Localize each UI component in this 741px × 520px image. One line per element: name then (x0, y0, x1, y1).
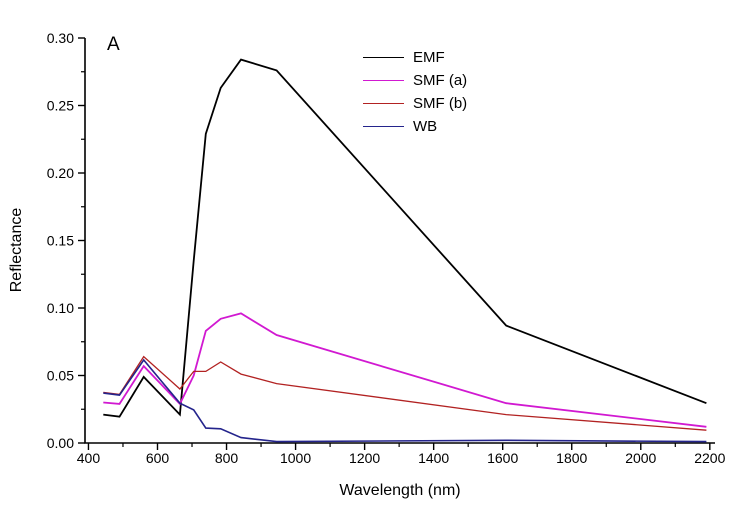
x-tick-label: 1800 (556, 450, 587, 466)
legend-item-wb: WB (363, 115, 467, 138)
legend-label-smf-b: SMF (b) (413, 95, 468, 112)
x-tick-label: 1000 (280, 450, 311, 466)
x-tick-label: 1600 (487, 450, 518, 466)
x-axis-title: Wavelength (nm) (339, 482, 461, 499)
x-tick-label: 2000 (625, 450, 656, 466)
x-tick-label: 600 (146, 450, 170, 466)
x-tick-label: 1400 (418, 450, 449, 466)
legend-item-smf-b: SMF (b) (363, 92, 467, 115)
y-tick-label: 0.15 (47, 233, 74, 249)
legend-label-emf: EMF (413, 49, 445, 66)
series-line-smf-a (103, 312, 707, 428)
legend-swatch-smf-b (363, 103, 404, 104)
y-tick-label: 0.05 (47, 368, 74, 384)
x-tick-label: 1200 (349, 450, 380, 466)
y-tick-label: 0.25 (47, 98, 74, 114)
series-line-emf (103, 58, 707, 418)
y-tick-label: 0.20 (47, 165, 74, 181)
series-line-smf-b (103, 355, 707, 431)
x-tick-label: 2200 (694, 450, 725, 466)
legend-label-smf-a: SMF (a) (413, 72, 468, 89)
series-line-wb (103, 358, 707, 443)
legend-label-wb: WB (413, 118, 438, 135)
panel-label: A (107, 34, 121, 55)
y-tick-label: 0.10 (47, 300, 74, 316)
legend-swatch-wb (363, 126, 404, 127)
y-tick-label: 0.30 (47, 30, 74, 46)
legend-swatch-smf-a (363, 80, 404, 81)
legend-item-smf-a: SMF (a) (363, 69, 467, 92)
legend-item-emf: EMF (363, 46, 467, 69)
legend-swatch-emf (363, 57, 404, 58)
x-tick-label: 400 (77, 450, 101, 466)
x-tick-label: 800 (215, 450, 239, 466)
y-tick-label: 0.00 (47, 435, 74, 451)
y-axis-title: Reflectance (8, 207, 25, 293)
legend: EMF SMF (a) SMF (b) WB (363, 46, 467, 138)
